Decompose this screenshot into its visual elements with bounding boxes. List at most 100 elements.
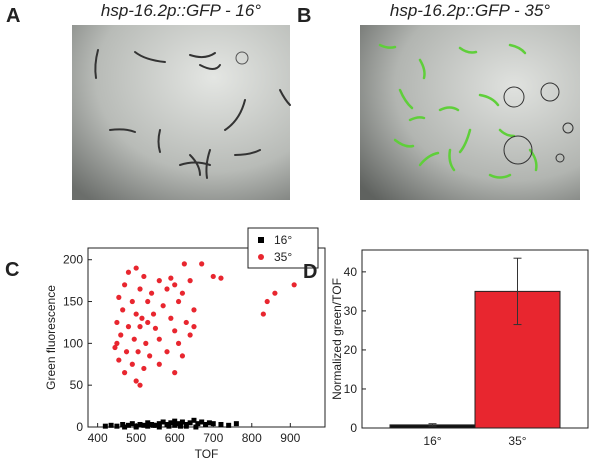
y-tick-label: 200 <box>63 253 83 267</box>
y-axis-label: Normalized green/TOF <box>330 278 344 400</box>
point <box>183 319 189 326</box>
point <box>114 423 120 429</box>
point <box>264 298 270 305</box>
x-tick-label: 500 <box>126 431 146 445</box>
point <box>137 421 143 427</box>
point <box>172 282 178 288</box>
x-tick-label: 800 <box>242 431 262 445</box>
point <box>179 353 186 359</box>
point <box>156 278 162 284</box>
y-tick-label: 0 <box>350 421 357 435</box>
panel-label: A <box>6 5 20 27</box>
point <box>233 421 239 427</box>
x-tick-label: 35° <box>508 434 526 448</box>
point <box>179 419 185 425</box>
point <box>133 378 139 384</box>
legend-label: 35° <box>274 250 292 264</box>
point <box>156 336 162 342</box>
point <box>164 349 170 355</box>
y-tick-label: 0 <box>76 420 83 434</box>
point <box>181 261 187 267</box>
x-tick-label: 16° <box>423 434 441 448</box>
point <box>125 422 131 428</box>
panel-label: D <box>303 261 317 283</box>
point <box>118 332 124 338</box>
point <box>129 361 135 367</box>
point <box>137 324 143 330</box>
point <box>168 275 174 281</box>
y-tick-label: 150 <box>63 295 83 309</box>
point <box>123 349 130 355</box>
point <box>168 420 174 426</box>
point <box>218 275 224 281</box>
point <box>108 422 114 428</box>
point <box>156 361 162 367</box>
panel-title: hsp-16.2p::GFP - 16° <box>101 1 261 20</box>
point <box>145 298 151 305</box>
plot-frame <box>361 249 589 429</box>
legend-label: 16° <box>274 233 292 247</box>
point <box>151 422 157 428</box>
point <box>131 336 137 342</box>
legend-marker <box>258 237 264 243</box>
point <box>145 420 151 426</box>
point <box>160 419 166 425</box>
point <box>145 319 151 326</box>
point <box>122 424 128 430</box>
point <box>166 423 172 429</box>
point <box>152 325 159 331</box>
legend-marker <box>258 254 264 260</box>
point <box>191 307 197 313</box>
point <box>156 421 162 427</box>
point <box>129 298 135 305</box>
point <box>210 421 216 427</box>
y-axis-label: Green fluorescence <box>44 285 58 390</box>
point <box>199 419 205 425</box>
y-tick-label: 10 <box>344 382 358 396</box>
point <box>164 286 170 292</box>
point <box>187 420 193 426</box>
point <box>260 311 266 317</box>
point <box>172 422 178 428</box>
point <box>272 290 278 296</box>
micrograph-b <box>360 25 580 200</box>
point <box>147 353 153 359</box>
x-tick-label: 400 <box>88 431 108 445</box>
point <box>133 424 139 430</box>
x-tick-label: 900 <box>280 431 300 445</box>
point <box>116 294 122 300</box>
point <box>139 315 145 321</box>
point <box>199 261 205 267</box>
point <box>191 417 197 423</box>
point <box>183 423 189 429</box>
point <box>133 311 139 317</box>
point <box>156 424 162 430</box>
point <box>187 278 193 284</box>
point <box>141 365 147 372</box>
point <box>177 423 183 429</box>
point <box>135 349 141 355</box>
point <box>191 324 197 330</box>
point <box>120 307 126 313</box>
y-tick-label: 50 <box>70 378 84 392</box>
point <box>168 315 174 321</box>
point <box>203 421 209 427</box>
point <box>137 286 143 292</box>
point <box>143 340 149 346</box>
y-tick-label: 20 <box>344 343 358 357</box>
point <box>114 319 120 326</box>
point <box>122 370 128 376</box>
point <box>172 328 178 334</box>
point <box>112 344 118 351</box>
point <box>120 421 126 427</box>
point <box>291 282 297 288</box>
point <box>150 311 157 317</box>
point <box>210 273 216 280</box>
point <box>125 269 132 275</box>
point <box>141 422 147 428</box>
point <box>122 282 128 288</box>
y-tick-label: 30 <box>344 304 358 318</box>
point <box>187 332 193 338</box>
panel-label: C <box>5 259 19 281</box>
